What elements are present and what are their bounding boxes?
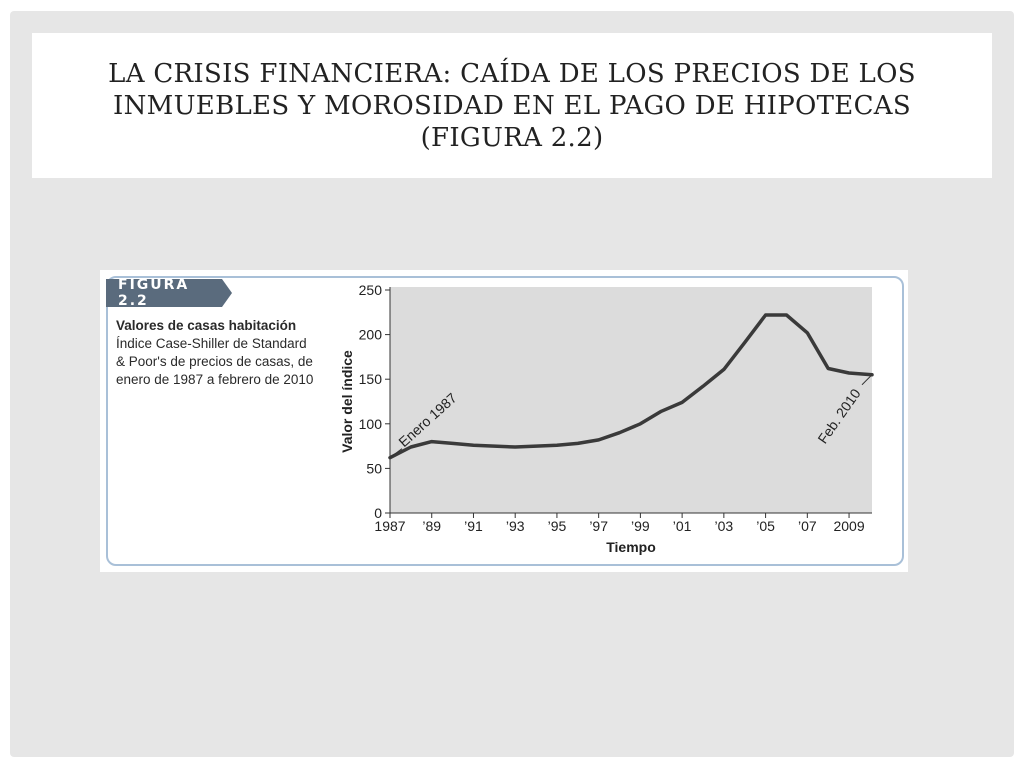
caption-body: Índice Case-Shiller de Standard & Poor's… bbox=[116, 336, 314, 387]
x-tick-label: 1987 bbox=[374, 518, 405, 534]
x-tick-label: ’97 bbox=[589, 518, 608, 534]
y-tick-label: 200 bbox=[359, 327, 383, 343]
x-tick-label: ’89 bbox=[422, 518, 441, 534]
caption-title: Valores de casas habitación bbox=[116, 318, 297, 333]
x-tick-label: ’99 bbox=[631, 518, 650, 534]
x-tick-label: ’07 bbox=[798, 518, 817, 534]
x-tick-label: ’95 bbox=[548, 518, 567, 534]
title-line-2: INMUEBLES Y MOROSIDAD EN EL PAGO DE HIPO… bbox=[113, 90, 911, 121]
slide-title: LA CRISIS FINANCIERA: CAÍDA DE LOS PRECI… bbox=[108, 58, 916, 154]
x-tick-label: ’05 bbox=[756, 518, 775, 534]
x-axis-title: Tiempo bbox=[606, 539, 656, 555]
figure-label: FIGURA 2.2 bbox=[106, 277, 222, 309]
figure-panel: FIGURA 2.2 Valores de casas habitación Í… bbox=[100, 270, 908, 572]
y-tick-label: 100 bbox=[359, 416, 383, 432]
x-tick-label: 2009 bbox=[833, 518, 864, 534]
x-tick-label: ’93 bbox=[506, 518, 525, 534]
y-axis-title: Valor del índice bbox=[339, 350, 355, 453]
line-chart: 0 50 100 150 200 250 1987 ’89 ’91 ’93 ’95 ’97 ’99 ’01… bbox=[339, 282, 874, 555]
x-tick-label: ’01 bbox=[673, 518, 692, 534]
y-tick-label: 150 bbox=[359, 371, 383, 387]
x-tick-label: ’03 bbox=[715, 518, 734, 534]
y-tick-label: 50 bbox=[366, 460, 382, 476]
x-tick-label: ’91 bbox=[464, 518, 483, 534]
figure-label-arrow bbox=[222, 279, 232, 307]
annotation-leader-end bbox=[861, 374, 873, 386]
plot-area bbox=[390, 287, 872, 513]
figure-caption: Valores de casas habitación Índice Case-… bbox=[116, 317, 316, 389]
y-tick-label: 0 bbox=[374, 505, 382, 521]
title-line-1: LA CRISIS FINANCIERA: CAÍDA DE LOS PRECI… bbox=[108, 58, 916, 89]
title-box: LA CRISIS FINANCIERA: CAÍDA DE LOS PRECI… bbox=[32, 33, 992, 178]
series-line bbox=[388, 313, 874, 460]
figure-frame bbox=[106, 276, 904, 566]
y-tick-label: 250 bbox=[359, 282, 383, 298]
title-line-3: (FIGURA 2.2) bbox=[420, 122, 604, 153]
annotation-leader-start bbox=[389, 448, 403, 459]
